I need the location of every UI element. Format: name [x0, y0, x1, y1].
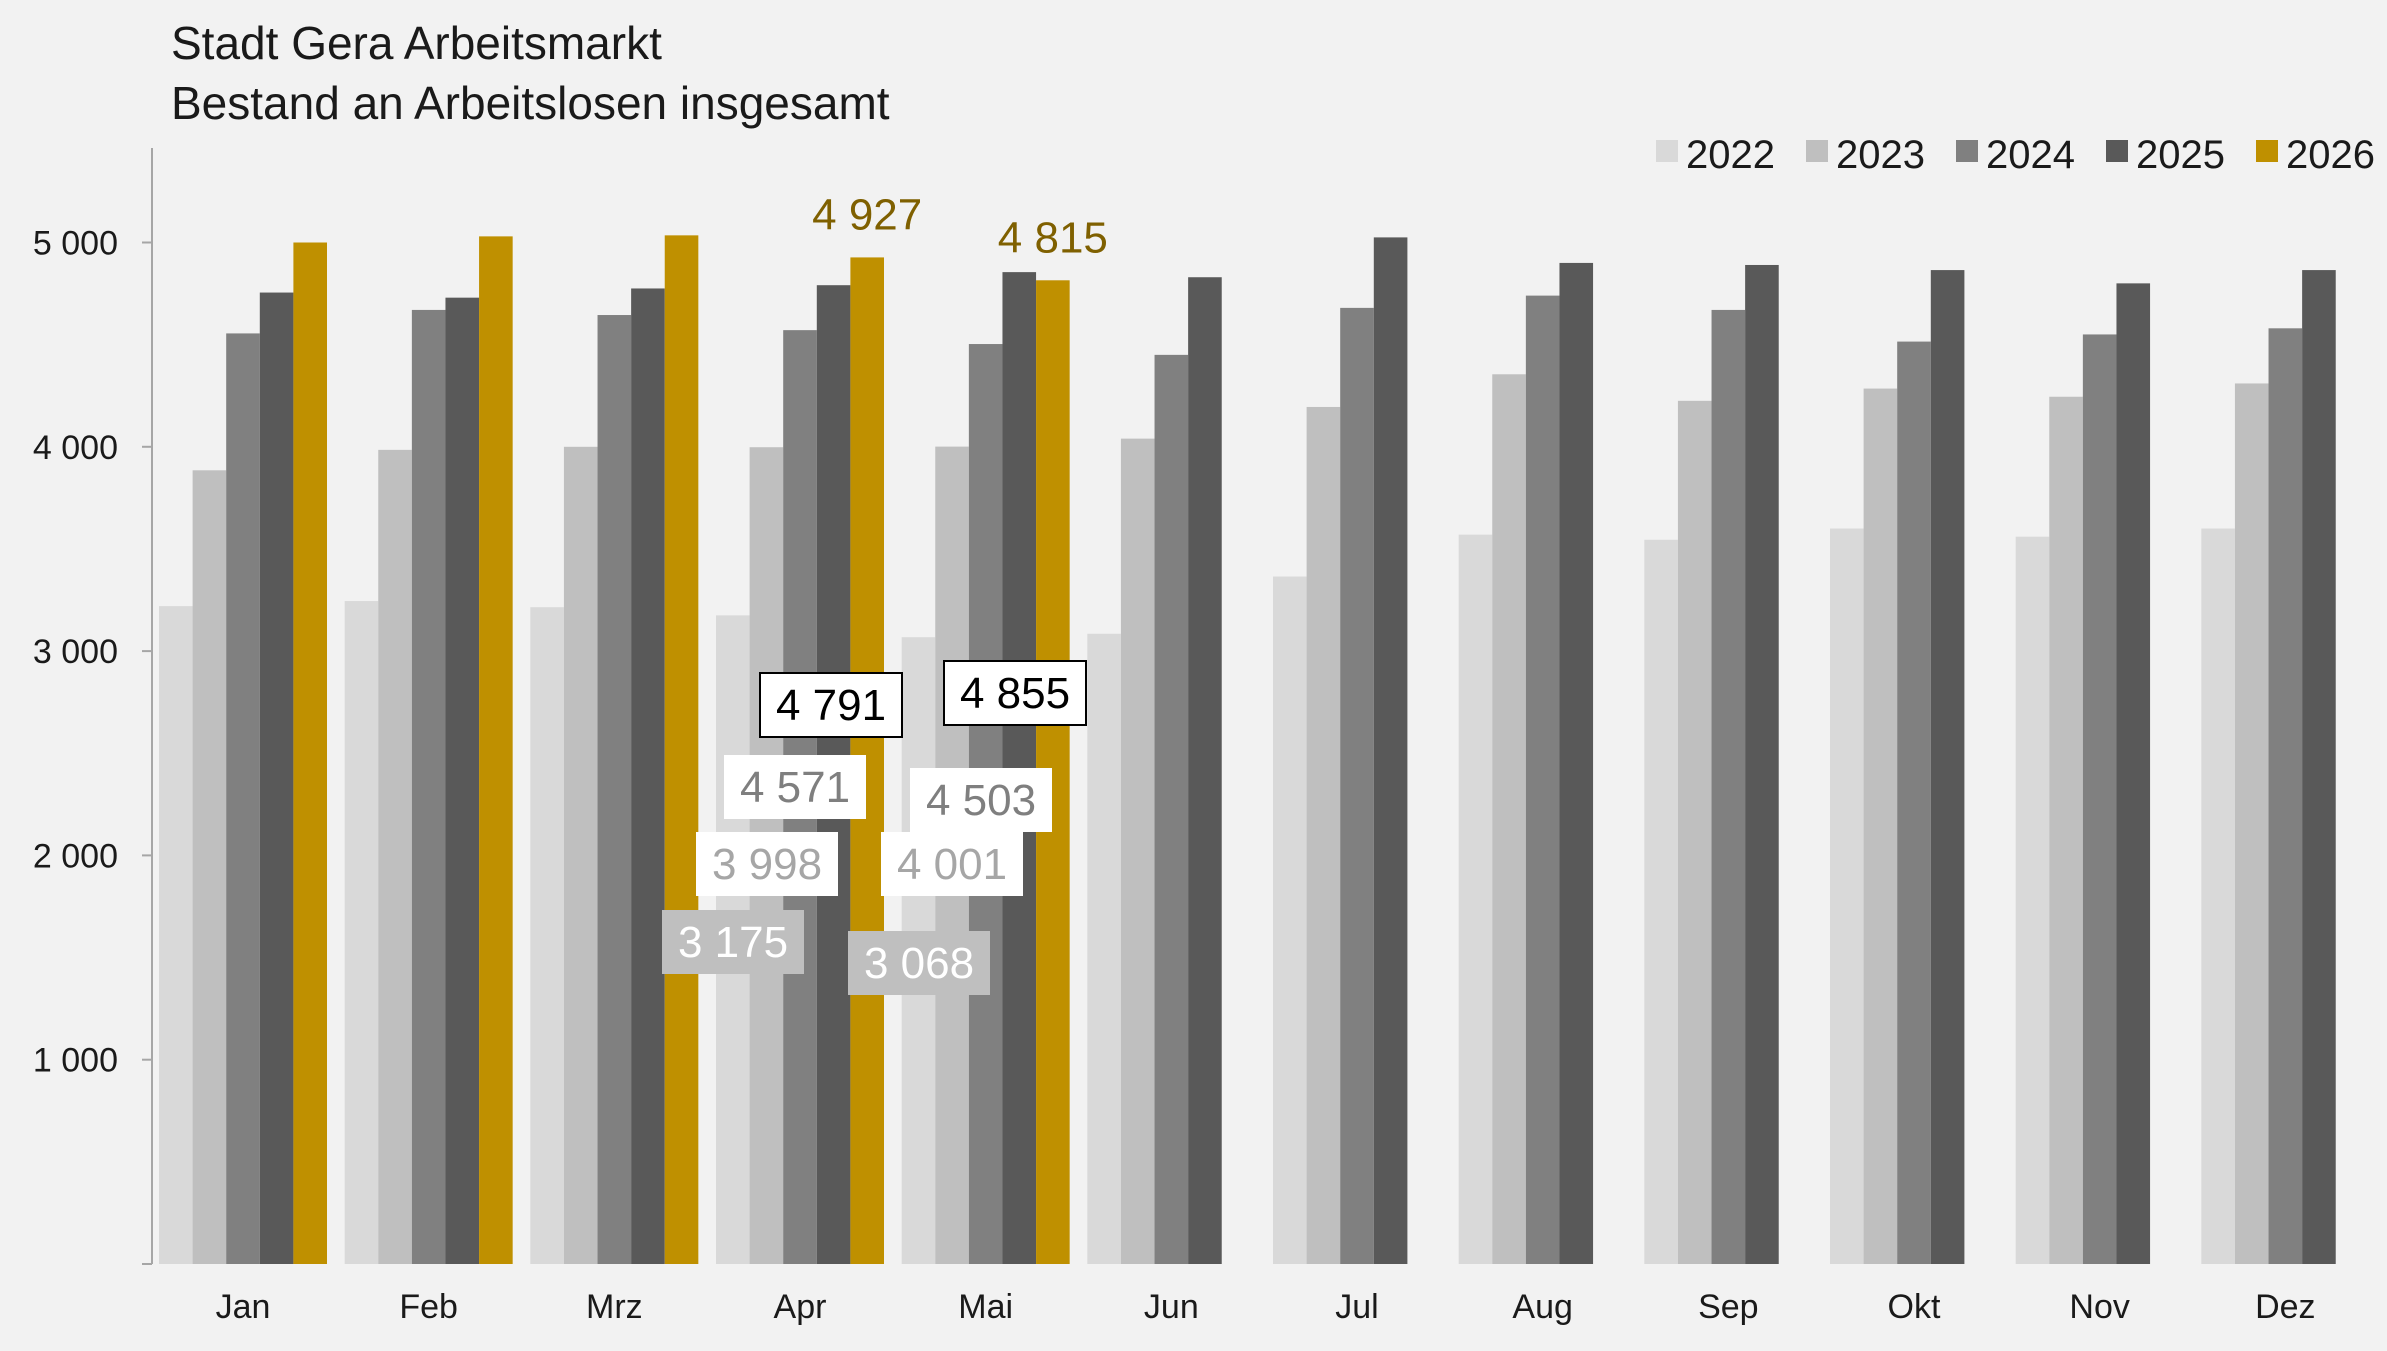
bar-2022-Nov [2015, 536, 2050, 1264]
bar-2025-Jun [1188, 277, 1222, 1265]
x-tick-label: Sep [1698, 1288, 1759, 1326]
bar-2025-Mrz [631, 288, 665, 1264]
bar-2024-Feb [411, 309, 446, 1264]
data-label-box-2025-Apr [759, 672, 903, 738]
legend-label-2025: 2025 [2136, 133, 2225, 177]
bar-2024-Okt [1897, 341, 1931, 1264]
legend-swatch-2023 [1806, 140, 1828, 162]
legend-swatch-2025 [2106, 140, 2128, 162]
x-tick-label: Jan [216, 1288, 271, 1326]
x-tick-label: Feb [399, 1288, 458, 1326]
data-label-box-2024-Apr [724, 755, 866, 819]
bar-2022-Okt [1830, 528, 1864, 1264]
legend-label-2023: 2023 [1836, 133, 1925, 177]
bar-2023-Jun [1120, 438, 1155, 1264]
bar-2026-Feb [479, 236, 513, 1265]
bar-2025-Nov [2116, 283, 2151, 1264]
legend-swatch-2022 [1656, 140, 1678, 162]
bar-2026-Mrz [664, 235, 699, 1265]
data-label-box-2024-Mai [910, 768, 1052, 832]
bar-2025-Feb [445, 297, 480, 1264]
y-tick-label: 4 000 [33, 429, 118, 467]
x-tick-label: Mrz [586, 1288, 643, 1326]
bar-2023-Dez [2234, 383, 2269, 1264]
x-tick-label: Dez [2255, 1288, 2315, 1326]
data-label-box-2025-Mai [943, 660, 1087, 726]
legend-label-2026: 2026 [2286, 133, 2375, 177]
bar-2024-Jan [226, 333, 260, 1264]
bar-2023-Okt [1863, 388, 1898, 1265]
bar-2022-Jan [159, 606, 193, 1264]
data-label-2023-Apr: 3 998 [712, 840, 822, 889]
data-label-2023-Mai: 4 001 [897, 840, 1007, 889]
bar-2023-Aug [1492, 374, 1526, 1264]
y-tick-label: 5 000 [33, 225, 118, 263]
bar-2024-Nov [2082, 334, 2117, 1264]
bar-2024-Dez [2268, 328, 2303, 1264]
legend-swatch-2026 [2256, 140, 2278, 162]
bar-2022-Aug [1458, 534, 1493, 1264]
bar-2023-Mrz [563, 446, 598, 1264]
legend-swatch-2024 [1956, 140, 1978, 162]
y-tick-label: 2 000 [33, 837, 118, 875]
bar-2024-Mrz [597, 315, 632, 1264]
bar-2023-Nov [2049, 396, 2083, 1265]
x-tick-label: Mai [958, 1288, 1013, 1326]
data-label-2024-Mai: 4 503 [926, 776, 1036, 825]
bar-2025-Jan [259, 292, 294, 1265]
bar-2022-Sep [1644, 539, 1678, 1264]
bar-2022-Jul [1273, 576, 1307, 1264]
legend-label-2024: 2024 [1986, 133, 2075, 177]
bar-2025-Aug [1559, 262, 1594, 1264]
bar-2022-Feb [344, 601, 379, 1264]
data-label-2025-Apr: 4 791 [776, 681, 886, 730]
bar-2025-Dez [2302, 270, 2336, 1264]
data-label-box-2022-Apr [662, 910, 804, 974]
data-label-2025-Mai: 4 855 [960, 669, 1070, 718]
x-tick-label: Jul [1335, 1288, 1378, 1326]
bar-2023-Sep [1677, 400, 1712, 1264]
data-label-box-2022-Mai [848, 931, 990, 995]
data-label-2022-Apr: 3 175 [678, 918, 788, 967]
bar-2022-Mrz [530, 607, 564, 1264]
bar-2024-Sep [1711, 309, 1746, 1264]
x-tick-label: Apr [774, 1288, 827, 1326]
bar-2024-Jun [1154, 354, 1189, 1264]
y-tick-label: 3 000 [33, 633, 118, 671]
bar-2024-Aug [1525, 295, 1560, 1264]
data-label-2022-Mai: 3 068 [864, 939, 974, 988]
data-label-2026-Apr: 4 927 [812, 190, 922, 239]
x-tick-label: Jun [1144, 1288, 1199, 1326]
legend-label-2022: 2022 [1686, 133, 1775, 177]
bar-2026-Jan [293, 242, 327, 1264]
bar-2025-Okt [1930, 270, 1965, 1264]
bar-2025-Sep [1745, 264, 1779, 1264]
chart-title: Stadt Gera Arbeitsmarkt [171, 17, 662, 69]
y-tick-label: 1 000 [33, 1042, 118, 1080]
bar-2023-Jul [1306, 406, 1341, 1264]
chart-subtitle: Bestand an Arbeitslosen insgesamt [171, 77, 890, 129]
x-tick-label: Aug [1512, 1288, 1573, 1326]
x-tick-label: Nov [2069, 1288, 2129, 1326]
data-label-box-2023-Mai [881, 832, 1023, 896]
bar-2022-Dez [2201, 528, 2235, 1264]
data-label-box-2023-Apr [696, 832, 838, 896]
bar-2022-Jun [1087, 633, 1121, 1264]
bar-2023-Feb [378, 449, 412, 1264]
x-tick-label: Okt [1888, 1288, 1941, 1326]
bar-2025-Jul [1373, 237, 1408, 1265]
data-label-2024-Apr: 4 571 [740, 763, 850, 812]
data-label-2026-Mai: 4 815 [998, 213, 1108, 262]
bar-2023-Jan [192, 470, 227, 1264]
bar-2024-Jul [1340, 307, 1374, 1265]
